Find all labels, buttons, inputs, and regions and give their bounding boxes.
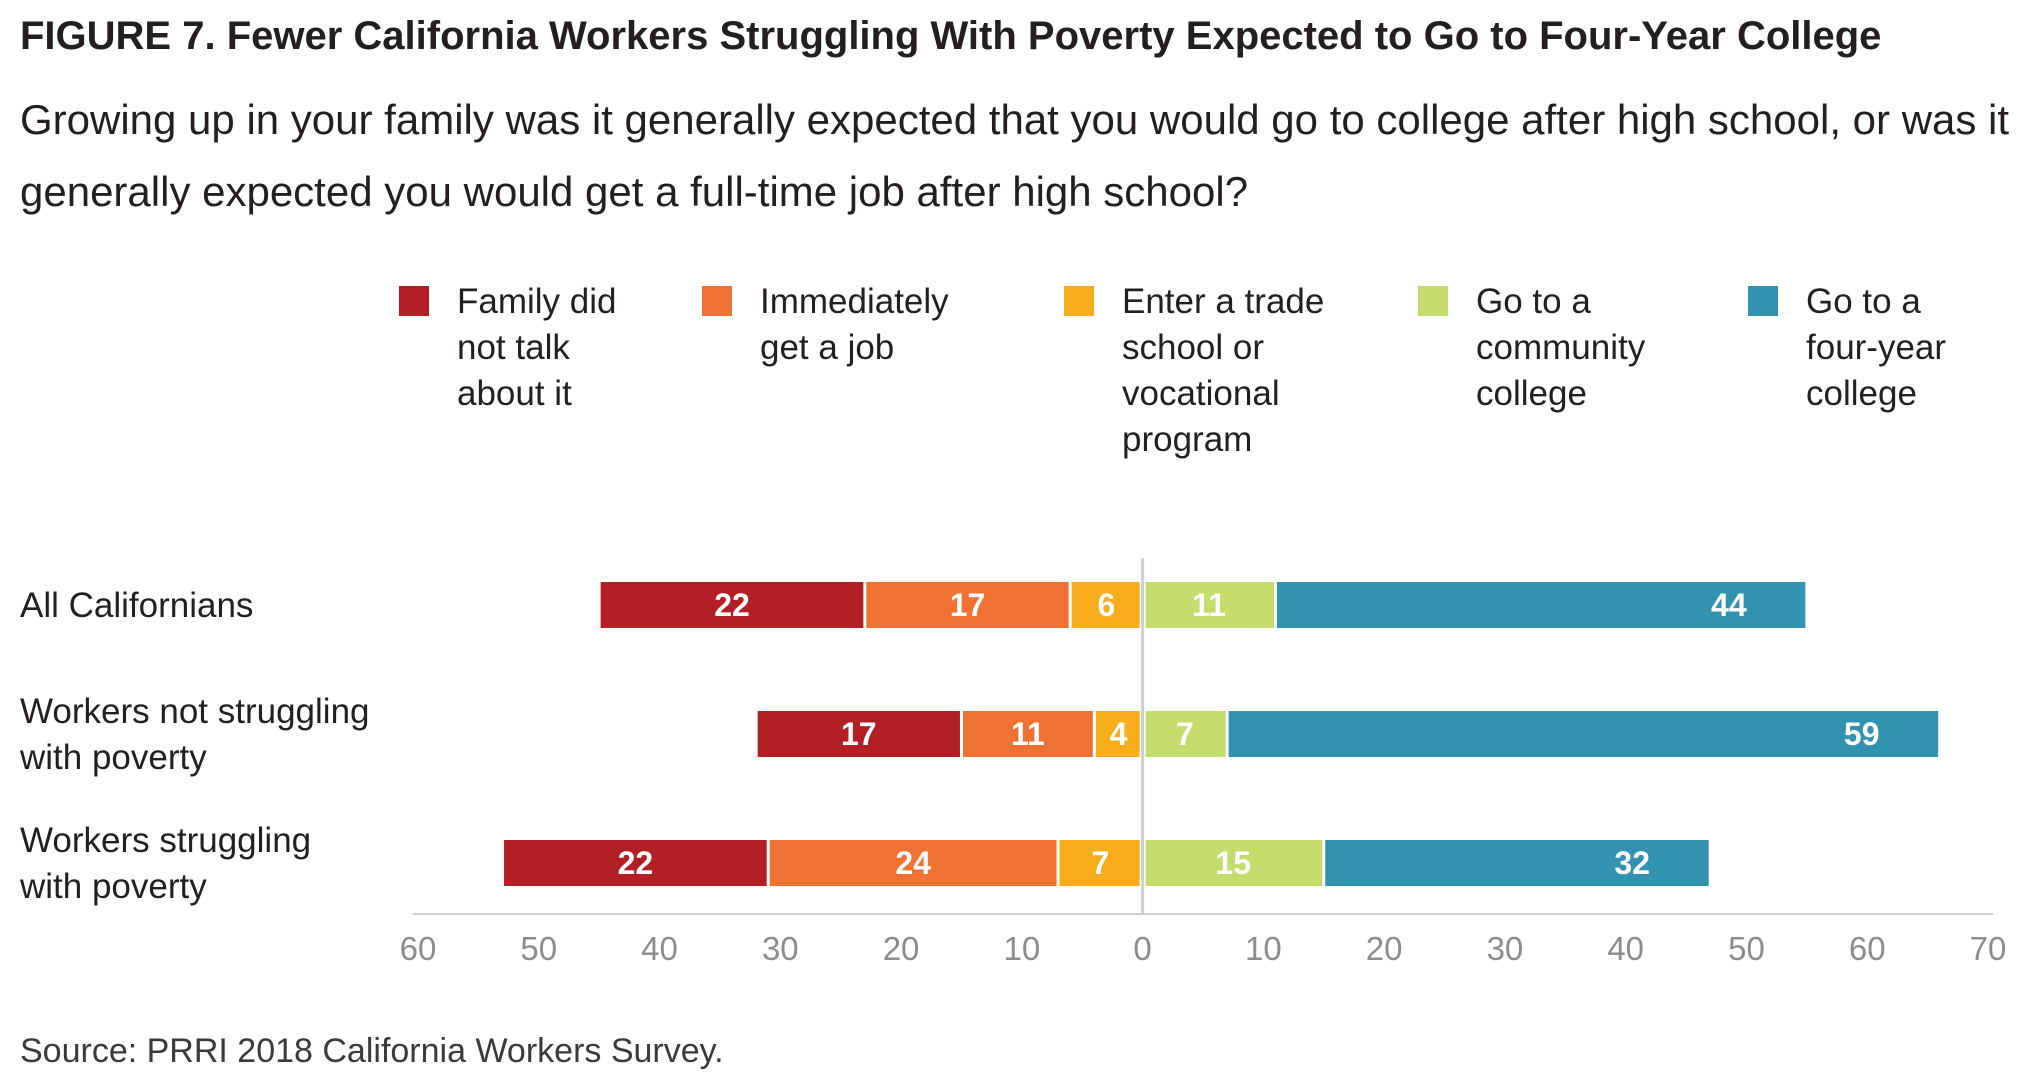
- x-tick-label: 50: [1728, 930, 1765, 967]
- x-tick-label: 30: [1487, 930, 1524, 967]
- bar-value-label: 17: [950, 587, 986, 623]
- bar-value-label: 24: [895, 845, 931, 881]
- x-tick-label: 50: [520, 930, 557, 967]
- chart-subtitle: Growing up in your family was it general…: [20, 96, 2010, 215]
- bar-segment: [1145, 711, 1226, 757]
- legend: Family did not talk about it Immediately get…: [399, 282, 1946, 459]
- bar-segment: [1325, 840, 1709, 886]
- bar-segment: [1095, 711, 1140, 757]
- bar-segment: [1071, 582, 1140, 628]
- legend-label: Enter a trade school or vocational program: [1122, 282, 1324, 459]
- bar-segment: [1145, 582, 1274, 628]
- x-tick-label: 40: [641, 930, 678, 967]
- x-tick-label: 0: [1133, 930, 1151, 967]
- x-tick-label: 20: [883, 930, 920, 967]
- legend-swatch: [1418, 286, 1448, 316]
- legend-label: Family did not talk about it: [457, 282, 616, 413]
- bar-value-label: 7: [1091, 845, 1109, 881]
- x-tick-label: 60: [1849, 930, 1886, 967]
- bar-value-label: 6: [1097, 587, 1115, 623]
- x-tick-label: 40: [1607, 930, 1644, 967]
- x-tick-label: 20: [1366, 930, 1403, 967]
- bar-segment: [1276, 582, 1806, 628]
- chart-title: FIGURE 7. Fewer California Workers Strug…: [20, 14, 1882, 58]
- bar-value-label: 22: [618, 845, 654, 881]
- bar-value-label: 7: [1176, 716, 1194, 752]
- legend-swatch: [702, 286, 732, 316]
- x-tick-label: 10: [1003, 930, 1040, 967]
- bar-value-label: 11: [1011, 716, 1045, 752]
- bar-segment: [962, 711, 1093, 757]
- bar-segment: [757, 711, 960, 757]
- bar-value-label: 17: [841, 716, 877, 752]
- bar-value-label: 15: [1215, 845, 1251, 881]
- legend-swatch: [399, 286, 429, 316]
- source-note: Source: PRRI 2018 California Workers Sur…: [20, 1032, 724, 1070]
- bar-value-label: 4: [1110, 716, 1128, 752]
- bar-segment: [600, 582, 864, 628]
- bar-segment: [504, 840, 767, 886]
- bar-value-label: 22: [714, 587, 750, 623]
- bar-value-label: 32: [1614, 845, 1650, 881]
- bar-value-label: 44: [1711, 587, 1747, 623]
- legend-swatch: [1064, 286, 1094, 316]
- category-label: All Californians: [20, 586, 253, 625]
- category-label: Workers struggling with poverty: [19, 821, 311, 906]
- legend-label: Immediately get a job: [760, 282, 949, 367]
- bar-segment: [866, 582, 1069, 628]
- bar-segment: [769, 840, 1057, 886]
- x-tick-label: 10: [1245, 930, 1282, 967]
- legend-swatch: [1748, 286, 1778, 316]
- x-tick-label: 70: [1970, 930, 2007, 967]
- x-axis: 60 50 40 30 20 10 0 10 20 30 40 50 60 70: [400, 558, 2007, 967]
- bar-segment: [1145, 840, 1323, 886]
- bar-value-label: 59: [1844, 716, 1880, 752]
- bar-segment: [1228, 711, 1939, 757]
- category-label: Workers not struggling with poverty: [19, 692, 370, 777]
- x-tick-label: 30: [762, 930, 799, 967]
- bar-value-label: 11: [1192, 587, 1226, 623]
- legend-label: Go to a four-year college: [1806, 282, 1946, 413]
- bar-segment: [1059, 840, 1140, 886]
- legend-label: Go to a community college: [1476, 282, 1646, 413]
- x-tick-label: 60: [400, 930, 437, 967]
- category-labels: All Californians Workers not struggling wi…: [19, 586, 370, 906]
